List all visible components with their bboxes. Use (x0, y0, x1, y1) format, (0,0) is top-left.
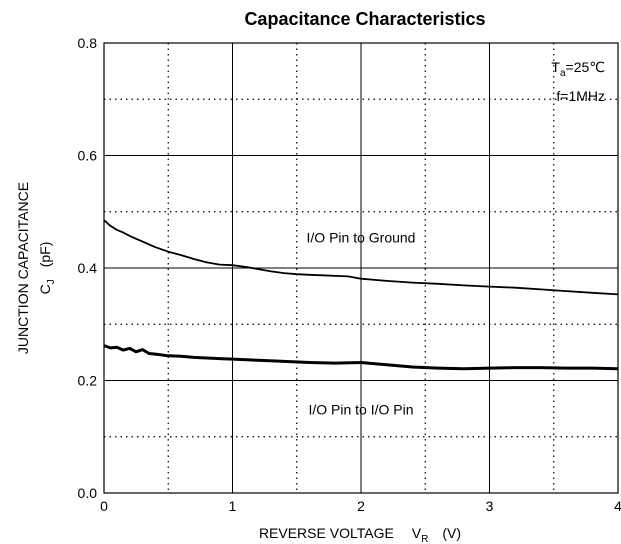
x-axis-label-unit: (V) (442, 525, 461, 541)
y-tick-labels: 0.0 0.2 0.4 0.6 0.8 (78, 35, 98, 501)
x-tick-label: 4 (614, 498, 621, 514)
y-tick-label: 0.8 (78, 35, 98, 51)
temp-symbol: T (551, 59, 560, 75)
y-tick-label: 0.6 (78, 148, 98, 164)
y-tick-label: 0.0 (78, 485, 98, 501)
series-line-1 (103, 219, 619, 296)
minor-grid (104, 43, 618, 493)
x-axis-label-subscript: R (421, 534, 428, 544)
y-axis-label-secondary: CJ (pF) (37, 242, 57, 295)
x-axis-label-symbol: V (412, 525, 422, 541)
y-axis-label-symbol: C (37, 284, 53, 294)
series-line-2 (103, 344, 619, 371)
temperature-condition: Ta=25℃ (551, 59, 605, 79)
series-layer (103, 219, 619, 371)
x-tick-labels: 0 1 2 3 4 (100, 498, 621, 514)
x-tick-label: 0 (100, 498, 108, 514)
series-annotation-2: I/O Pin to I/O Pin (308, 401, 413, 417)
x-axis-label-main: REVERSE VOLTAGE (259, 525, 394, 541)
y-axis-label-main: JUNCTION CAPACITANCE (15, 182, 31, 354)
frequency-condition: f=1MHz (556, 88, 605, 104)
series-annotation-1: I/O Pin to Ground (307, 230, 416, 246)
x-tick-label: 2 (357, 498, 365, 514)
x-axis-label: REVERSE VOLTAGE VR (V) (259, 525, 461, 544)
chart-title: Capacitance Characteristics (244, 9, 485, 29)
x-tick-label: 1 (229, 498, 237, 514)
temp-subscript: a (560, 68, 566, 79)
plot-frame (103, 42, 619, 494)
major-grid (104, 43, 618, 493)
y-axis-label-subscript: J (46, 279, 57, 284)
annotations: I/O Pin to Ground I/O Pin to I/O Pin (307, 230, 416, 418)
y-tick-label: 0.2 (78, 373, 98, 389)
y-tick-label: 0.4 (78, 260, 98, 276)
temp-value: =25℃ (566, 59, 605, 75)
y-axis-label-group: JUNCTION CAPACITANCE CJ (pF) (15, 182, 57, 354)
y-axis-label-unit: (pF) (37, 242, 53, 268)
x-tick-label: 3 (486, 498, 494, 514)
